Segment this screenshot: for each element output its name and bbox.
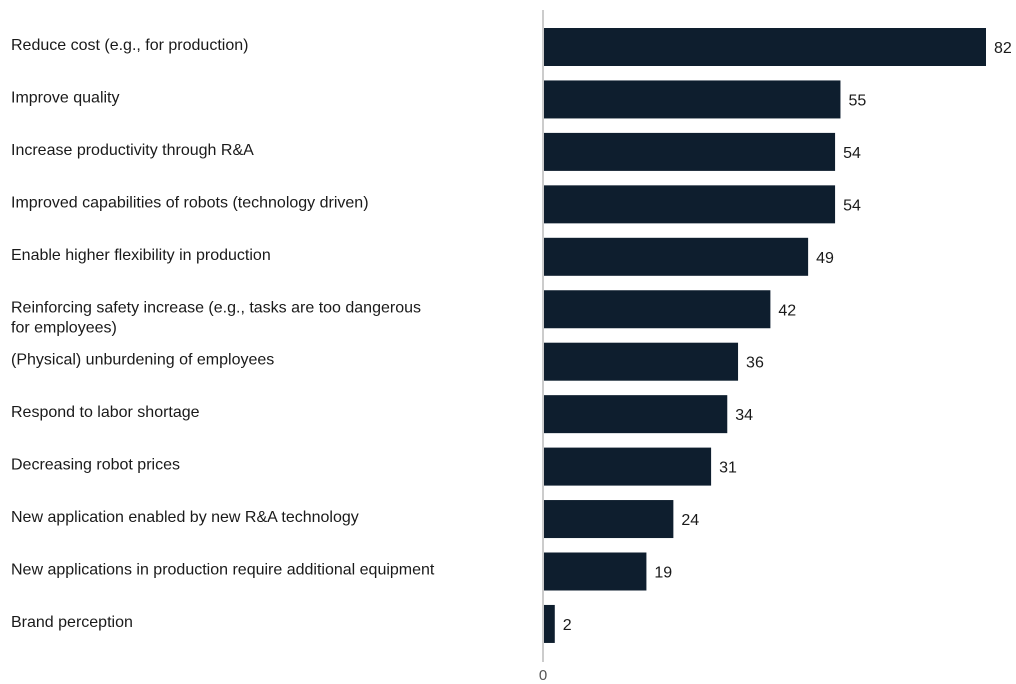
category-label: (Physical) unburdening of employees <box>11 352 274 369</box>
value-labels: 82 55 54 54 49 42 36 34 31 24 19 2 <box>563 40 1012 634</box>
bars <box>544 28 986 643</box>
bar <box>544 342 739 381</box>
value-label: 2 <box>563 617 572 634</box>
bar <box>544 132 836 171</box>
category-label: Respond to labor shortage <box>11 404 200 421</box>
category-label: Improve quality <box>11 89 120 106</box>
bar <box>544 395 728 434</box>
category-label-line: Respond to labor shortage <box>11 404 200 421</box>
value-label: 49 <box>816 250 834 267</box>
category-label-line: New application enabled by new R&A techn… <box>11 509 359 526</box>
category-label-line: Increase productivity through R&A <box>11 142 254 159</box>
bar <box>544 447 712 486</box>
category-label: Brand perception <box>11 614 133 631</box>
category-label-line: New applications in production require a… <box>11 562 435 579</box>
category-label: New application enabled by new R&A techn… <box>11 509 359 526</box>
category-label: Decreasing robot prices <box>11 457 180 474</box>
category-label-line: Reduce cost (e.g., for production) <box>11 37 248 54</box>
value-label: 36 <box>746 355 764 372</box>
value-label: 54 <box>843 197 861 214</box>
bar <box>544 237 809 276</box>
value-label: 55 <box>848 92 866 109</box>
value-label: 31 <box>719 460 737 477</box>
category-label-line: Reinforcing safety increase (e.g., tasks… <box>11 299 421 316</box>
x-tick-label: 0 <box>539 667 547 684</box>
bar <box>544 500 674 539</box>
value-label: 42 <box>778 302 796 319</box>
value-label: 34 <box>735 407 753 424</box>
bar <box>544 552 647 591</box>
category-label: Reduce cost (e.g., for production) <box>11 37 248 54</box>
category-label: Improved capabilities of robots (technol… <box>11 194 369 211</box>
bar <box>544 290 771 329</box>
category-label-line: Improved capabilities of robots (technol… <box>11 194 369 211</box>
value-label: 54 <box>843 145 861 162</box>
category-label-line: Decreasing robot prices <box>11 457 180 474</box>
category-labels: Reduce cost (e.g., for production) Improv… <box>11 37 435 631</box>
category-label-line: Enable higher flexibility in production <box>11 247 271 264</box>
category-label-line: for employees) <box>11 319 117 336</box>
bar <box>544 185 836 224</box>
category-label-line: Brand perception <box>11 614 133 631</box>
category-label: Reinforcing safety increase (e.g., tasks… <box>11 299 421 336</box>
value-label: 82 <box>994 40 1012 57</box>
bar <box>544 604 555 643</box>
bar <box>544 80 841 119</box>
value-label: 24 <box>681 512 699 529</box>
value-label: 19 <box>654 565 672 582</box>
category-label-line: Improve quality <box>11 89 120 106</box>
bar <box>544 28 986 66</box>
category-label: Increase productivity through R&A <box>11 142 254 159</box>
category-label-line: (Physical) unburdening of employees <box>11 352 274 369</box>
category-label: New applications in production require a… <box>11 562 435 579</box>
category-label: Enable higher flexibility in production <box>11 247 271 264</box>
